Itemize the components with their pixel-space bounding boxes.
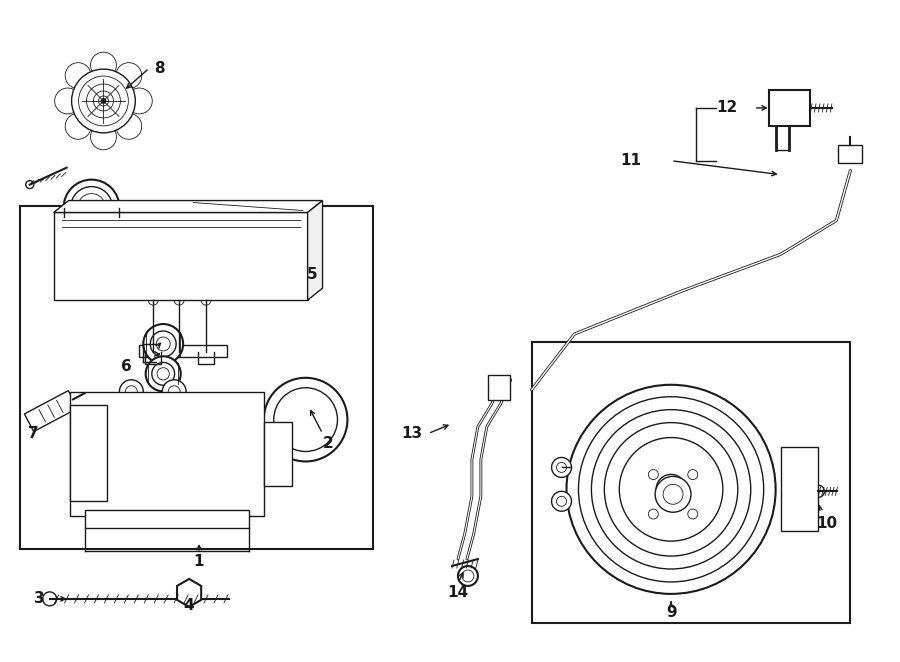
Text: 5: 5 <box>307 267 318 282</box>
Circle shape <box>157 337 170 351</box>
Circle shape <box>116 113 142 139</box>
Bar <box>20 205 374 549</box>
Circle shape <box>648 509 658 519</box>
Circle shape <box>126 88 152 114</box>
Circle shape <box>72 69 135 133</box>
Bar <box>54 213 308 300</box>
Circle shape <box>201 295 211 305</box>
Polygon shape <box>308 201 322 300</box>
Circle shape <box>102 512 117 528</box>
Circle shape <box>619 438 723 541</box>
Circle shape <box>55 88 81 114</box>
Circle shape <box>65 63 91 89</box>
Circle shape <box>556 463 566 473</box>
Circle shape <box>116 63 142 89</box>
Circle shape <box>91 52 116 78</box>
Bar <box>488 375 509 400</box>
Circle shape <box>175 295 184 305</box>
Circle shape <box>579 397 764 582</box>
Circle shape <box>566 385 776 594</box>
Circle shape <box>76 418 102 444</box>
Text: 12: 12 <box>716 101 737 115</box>
Circle shape <box>143 324 183 364</box>
Bar <box>140 345 227 357</box>
Circle shape <box>556 496 566 506</box>
Circle shape <box>182 586 196 600</box>
Circle shape <box>76 451 102 477</box>
Circle shape <box>82 457 95 471</box>
Circle shape <box>462 570 474 582</box>
Bar <box>780 446 818 531</box>
Circle shape <box>101 99 106 103</box>
Bar <box>69 404 107 501</box>
Circle shape <box>70 187 112 228</box>
Circle shape <box>65 113 91 139</box>
Circle shape <box>152 362 175 385</box>
Circle shape <box>82 424 95 438</box>
Circle shape <box>91 124 116 150</box>
Circle shape <box>604 422 738 556</box>
Text: 9: 9 <box>666 605 677 620</box>
Text: 11: 11 <box>621 153 642 168</box>
Text: 6: 6 <box>121 359 131 374</box>
Circle shape <box>648 469 658 479</box>
Circle shape <box>42 592 57 606</box>
Text: 1: 1 <box>194 553 204 569</box>
Polygon shape <box>24 391 77 432</box>
Circle shape <box>146 356 181 391</box>
Circle shape <box>148 295 158 305</box>
Bar <box>839 145 862 163</box>
Circle shape <box>784 102 796 114</box>
Circle shape <box>263 440 293 469</box>
Circle shape <box>162 380 186 404</box>
Text: 10: 10 <box>816 516 837 531</box>
Circle shape <box>656 475 686 504</box>
Circle shape <box>458 566 478 586</box>
Circle shape <box>655 477 691 512</box>
Circle shape <box>158 367 169 380</box>
Circle shape <box>663 485 683 504</box>
Circle shape <box>229 501 243 515</box>
Circle shape <box>86 84 121 118</box>
Circle shape <box>77 193 105 222</box>
Circle shape <box>591 410 751 569</box>
Bar <box>532 342 850 623</box>
Circle shape <box>64 179 120 236</box>
Circle shape <box>778 96 802 120</box>
Text: 2: 2 <box>323 436 334 451</box>
Circle shape <box>168 386 180 398</box>
Bar <box>85 510 248 528</box>
Circle shape <box>85 201 98 214</box>
Circle shape <box>150 331 176 357</box>
Bar <box>69 392 264 516</box>
Text: 7: 7 <box>29 426 39 441</box>
Bar <box>264 422 292 487</box>
Circle shape <box>688 509 698 519</box>
Text: 13: 13 <box>401 426 423 441</box>
Circle shape <box>813 485 824 497</box>
Text: 8: 8 <box>154 61 165 75</box>
Circle shape <box>688 469 698 479</box>
Circle shape <box>264 378 347 461</box>
Circle shape <box>120 380 143 404</box>
Circle shape <box>26 181 34 189</box>
Circle shape <box>94 91 113 111</box>
Circle shape <box>125 386 138 398</box>
Circle shape <box>78 76 129 126</box>
Circle shape <box>274 388 338 451</box>
Circle shape <box>98 96 108 106</box>
Polygon shape <box>54 201 322 213</box>
Text: 14: 14 <box>447 585 469 600</box>
Bar <box>769 90 811 126</box>
Circle shape <box>216 512 232 528</box>
Text: 3: 3 <box>34 591 45 606</box>
Circle shape <box>552 491 572 511</box>
Circle shape <box>91 501 104 515</box>
Text: 4: 4 <box>184 598 194 613</box>
Circle shape <box>552 457 572 477</box>
Circle shape <box>789 448 809 469</box>
Polygon shape <box>177 579 202 607</box>
